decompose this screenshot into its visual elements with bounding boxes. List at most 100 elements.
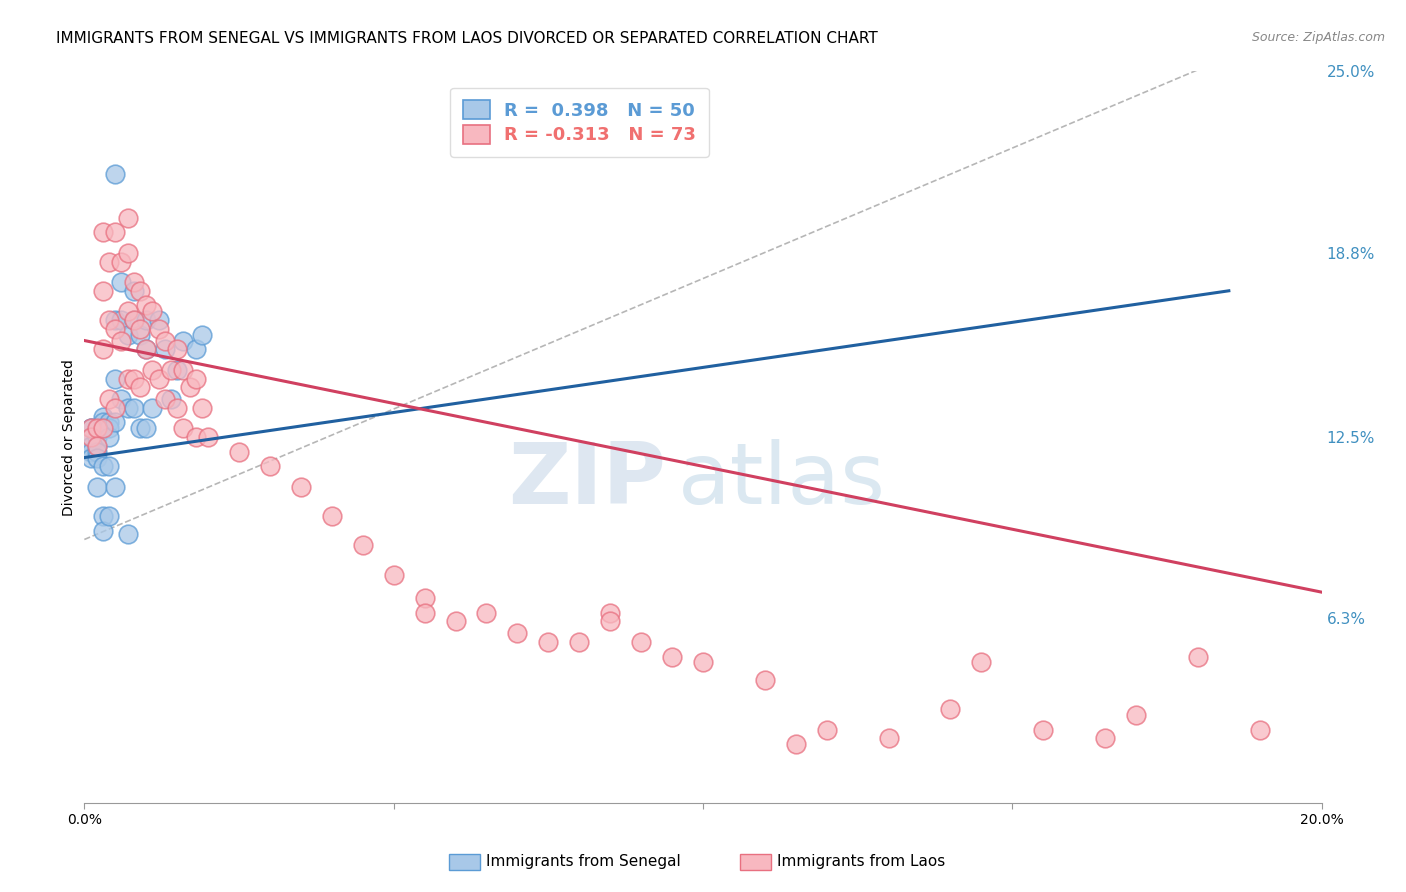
- Point: [79, 430, 101, 444]
- Point: [91, 409, 114, 424]
- Point: [91, 284, 114, 298]
- Point: [785, 737, 807, 751]
- Point: [160, 392, 183, 406]
- Text: IMMIGRANTS FROM SENEGAL VS IMMIGRANTS FROM LAOS DIVORCED OR SEPARATED CORRELATIO: IMMIGRANTS FROM SENEGAL VS IMMIGRANTS FR…: [56, 31, 877, 46]
- Point: [117, 245, 139, 260]
- Point: [117, 327, 139, 342]
- Point: [184, 343, 207, 357]
- Point: [98, 416, 121, 430]
- Point: [475, 606, 498, 620]
- Point: [79, 444, 101, 458]
- Point: [382, 567, 405, 582]
- Point: [1187, 649, 1209, 664]
- Point: [122, 275, 145, 289]
- Point: [692, 656, 714, 670]
- Point: [104, 322, 127, 336]
- Point: [599, 606, 621, 620]
- Point: [754, 673, 776, 687]
- Point: [135, 343, 157, 357]
- Point: [630, 635, 652, 649]
- Point: [91, 421, 114, 435]
- Point: [290, 480, 312, 494]
- Point: [91, 509, 114, 524]
- Point: [135, 298, 157, 312]
- Point: [321, 509, 343, 524]
- Text: atlas: atlas: [678, 440, 886, 523]
- Point: [98, 392, 121, 406]
- Point: [86, 430, 108, 444]
- Point: [122, 313, 145, 327]
- Point: [166, 363, 188, 377]
- Point: [939, 702, 962, 716]
- FancyBboxPatch shape: [450, 854, 481, 870]
- Text: Immigrants from Senegal: Immigrants from Senegal: [486, 854, 682, 869]
- Point: [568, 635, 591, 649]
- Point: [129, 322, 152, 336]
- Point: [110, 334, 132, 348]
- Point: [1249, 723, 1271, 737]
- Point: [1125, 708, 1147, 723]
- Point: [79, 421, 101, 435]
- Point: [122, 284, 145, 298]
- Point: [110, 313, 132, 327]
- Point: [815, 723, 838, 737]
- Point: [86, 444, 108, 458]
- Point: [122, 401, 145, 415]
- Point: [104, 401, 127, 415]
- Text: Immigrants from Laos: Immigrants from Laos: [778, 854, 945, 869]
- Point: [98, 421, 121, 435]
- Point: [86, 450, 108, 465]
- Point: [153, 392, 176, 406]
- Text: ZIP: ZIP: [508, 440, 666, 523]
- Point: [197, 430, 219, 444]
- Point: [970, 656, 993, 670]
- Point: [98, 459, 121, 474]
- FancyBboxPatch shape: [740, 854, 770, 870]
- Point: [104, 416, 127, 430]
- Point: [98, 430, 121, 444]
- Point: [877, 731, 900, 746]
- Point: [104, 371, 127, 385]
- Point: [166, 401, 188, 415]
- Point: [184, 371, 207, 385]
- Legend: R =  0.398   N = 50, R = -0.313   N = 73: R = 0.398 N = 50, R = -0.313 N = 73: [450, 87, 709, 157]
- Point: [79, 421, 101, 435]
- Point: [91, 343, 114, 357]
- Point: [110, 275, 132, 289]
- Point: [117, 401, 139, 415]
- Point: [153, 343, 176, 357]
- Point: [191, 401, 214, 415]
- Point: [141, 363, 163, 377]
- Point: [79, 421, 101, 435]
- Point: [129, 380, 152, 394]
- Point: [104, 313, 127, 327]
- Point: [117, 304, 139, 318]
- Point: [79, 439, 101, 453]
- Point: [179, 380, 201, 394]
- Point: [122, 313, 145, 327]
- Point: [135, 421, 157, 435]
- Point: [117, 371, 139, 385]
- Point: [1032, 723, 1054, 737]
- Point: [91, 459, 114, 474]
- Point: [160, 363, 183, 377]
- Point: [172, 363, 194, 377]
- Point: [79, 430, 101, 444]
- Point: [129, 421, 152, 435]
- Point: [172, 334, 194, 348]
- Point: [172, 421, 194, 435]
- Point: [86, 421, 108, 435]
- Point: [444, 615, 467, 629]
- Point: [86, 421, 108, 435]
- Point: [661, 649, 683, 664]
- Point: [122, 371, 145, 385]
- Y-axis label: Divorced or Separated: Divorced or Separated: [62, 359, 76, 516]
- Point: [166, 343, 188, 357]
- Point: [129, 284, 152, 298]
- Point: [98, 313, 121, 327]
- Point: [98, 254, 121, 268]
- Point: [117, 211, 139, 225]
- Point: [148, 371, 170, 385]
- Point: [184, 430, 207, 444]
- Point: [110, 392, 132, 406]
